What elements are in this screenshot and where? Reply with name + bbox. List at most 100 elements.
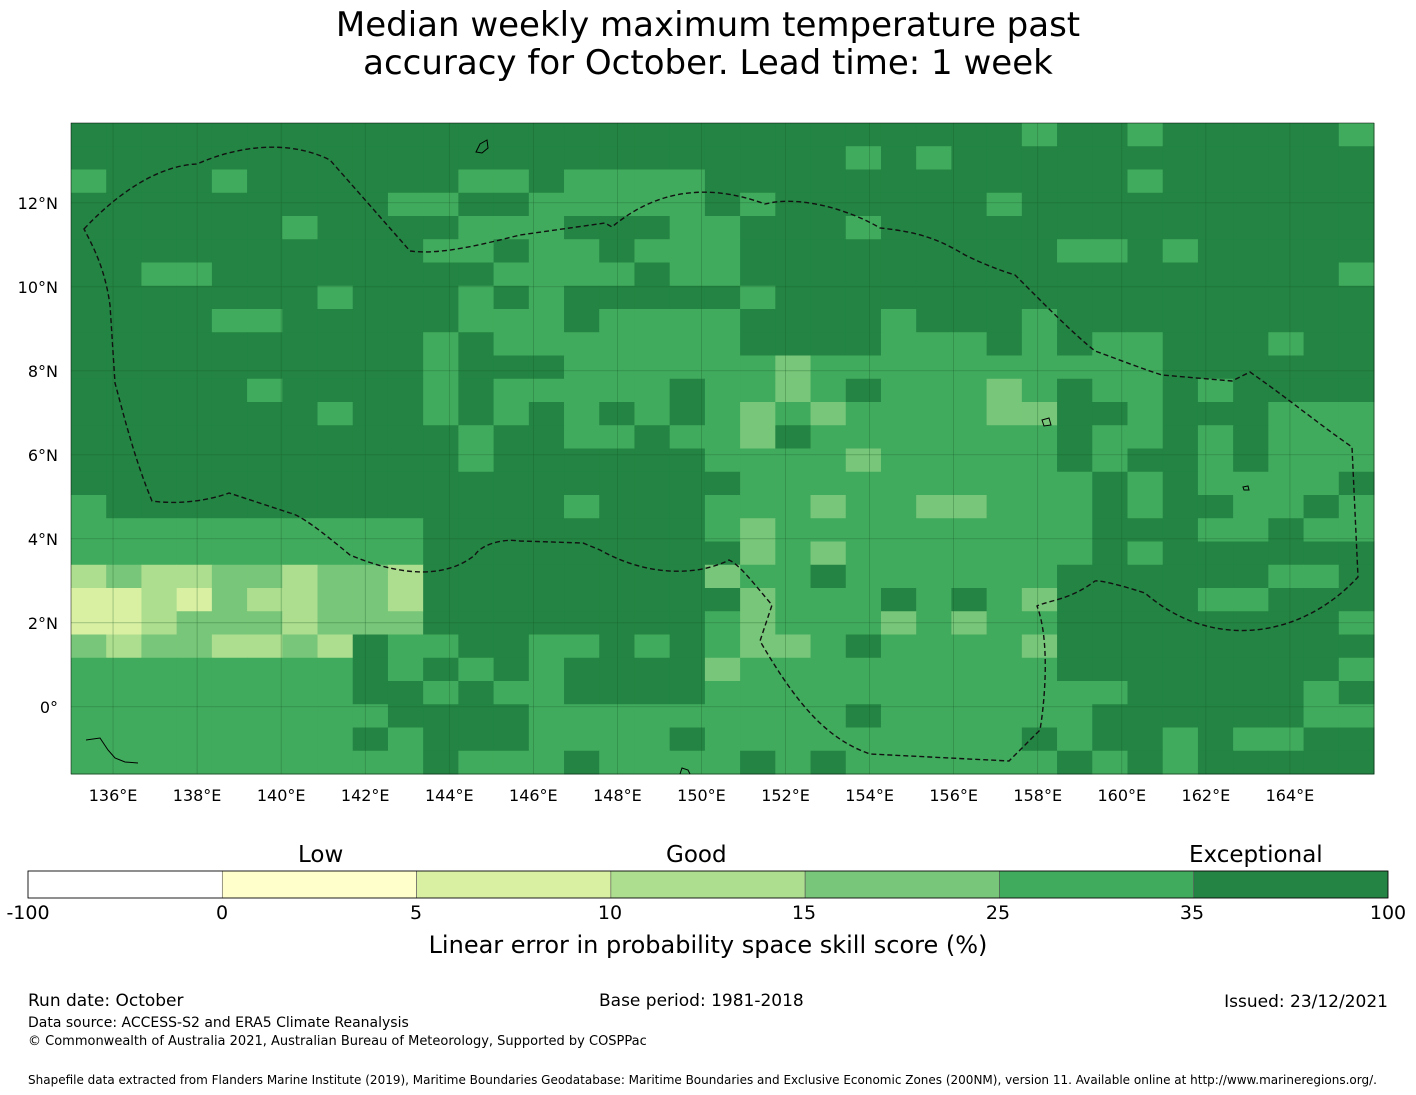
grid-cell [141,611,178,635]
grid-cell [211,192,248,217]
grid-cell [1057,192,1093,217]
grid-cell [669,727,706,752]
grid-cell [1021,309,1058,333]
latitude-tick-label: 8°N [28,362,58,381]
grid-cell [176,332,213,356]
grid-cell [282,518,319,542]
grid-cell [669,448,706,473]
grid-cell [176,192,213,217]
grid-cell [71,750,107,775]
grid-cell [704,611,741,635]
grid-cell [317,425,354,449]
grid-cell [1021,146,1058,170]
grid-cell [352,378,389,403]
grid-cell [564,448,600,473]
grid-cell [951,402,988,426]
grid-cell [740,285,776,310]
grid-cell [634,471,671,496]
grid-cell [1338,727,1375,752]
grid-cell [387,611,424,635]
grid-cell [458,169,495,194]
latitude-tick-label: 6°N [28,446,58,465]
grid-cell [1021,704,1058,728]
grid-cell [634,704,671,728]
grid-cell [564,402,600,426]
grid-cell [986,378,1023,403]
grid-cell [141,681,178,705]
grid-cell [71,262,107,287]
grid-cell [1338,332,1375,356]
latitude-tick-label: 0° [40,698,58,717]
grid-cell [1233,123,1269,147]
grid-cell [282,495,319,519]
grid-cell [423,216,459,240]
grid-cell [247,285,283,310]
grid-cell [1162,657,1199,682]
grid-cell [1338,750,1375,775]
grid-cell [740,239,776,263]
grid-cell [986,704,1023,728]
grid-cell [880,564,917,589]
grid-cell [951,471,988,496]
grid-cell [916,192,952,217]
grid-cell [71,495,107,519]
grid-cell [564,192,600,217]
grid-cell [1233,146,1269,170]
grid-cell [458,611,495,635]
grid-cell [845,123,882,147]
grid-cell [1197,146,1234,170]
grid-cell [669,750,706,775]
grid-cell [634,681,671,705]
grid-cell [1092,727,1128,752]
grid-cell [1268,332,1305,356]
grid-cell [845,355,882,380]
grid-cell [669,123,706,147]
grid-cell [1268,541,1305,566]
grid-cell [106,564,142,589]
grid-cell [1162,425,1199,449]
grid-cell [845,681,882,705]
latitude-tick-label: 2°N [28,614,58,633]
grid-cell [1233,402,1269,426]
grid-cell [1233,378,1269,403]
grid-cell [317,146,354,170]
grid-cell [1268,727,1305,752]
grid-cell [810,402,847,426]
grid-cell [704,285,741,310]
grid-cell [740,402,776,426]
grid-cell [423,123,459,147]
grid-cell [71,657,107,682]
grid-cell [704,564,741,589]
longitude-tick-label: 150°E [677,786,726,805]
grid-cell [493,378,530,403]
grid-cell [916,634,952,659]
grid-cell [810,169,847,194]
grid-cell [423,262,459,287]
grid-cell [493,657,530,682]
grid-cell [951,146,988,170]
grid-cell [458,309,495,333]
grid-cell [1092,262,1128,287]
grid-cell [845,169,882,194]
grid-cell [71,518,107,542]
grid-cell [1127,146,1164,170]
grid-cell [106,471,142,496]
grid-cell [282,285,319,310]
grid-cell [564,216,600,240]
grid-cell [1197,448,1234,473]
grid-cell [1021,750,1058,775]
grid-cell [845,285,882,310]
grid-cell [704,704,741,728]
shapefile-credit: Shapefile data extracted from Flanders M… [28,1073,1377,1087]
grid-cell [1162,518,1199,542]
grid-cell [247,657,283,682]
grid-cell [880,750,917,775]
grid-cell [458,402,495,426]
grid-cell [1021,425,1058,449]
grid-cell [810,495,847,519]
grid-cell [599,192,635,217]
grid-cell [211,564,248,589]
grid-cell [458,704,495,728]
grid-cell [669,425,706,449]
grid-cell [704,448,741,473]
